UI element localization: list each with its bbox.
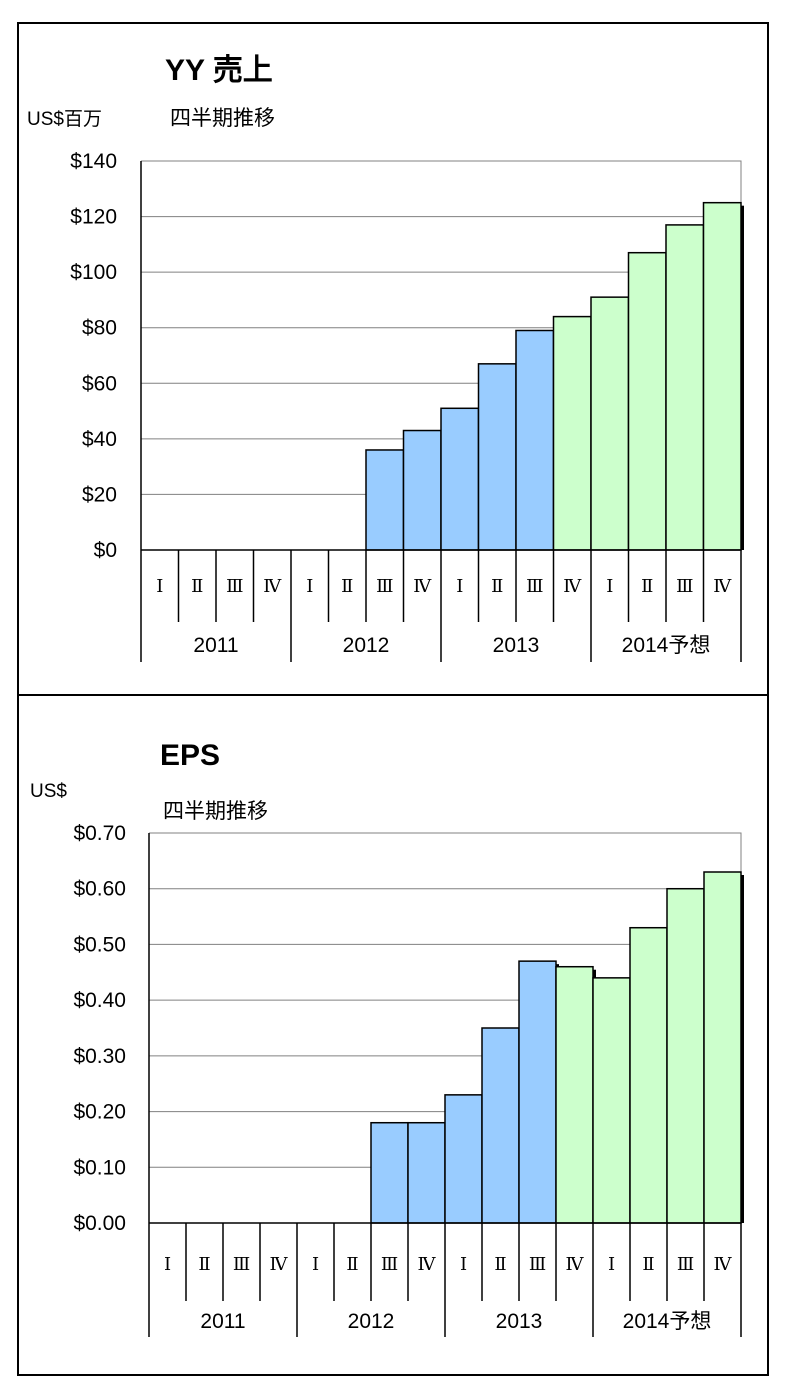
chart1-unit-label: US$百万	[27, 109, 102, 130]
chart1-y-tick-label: $60	[82, 372, 117, 395]
chart1-y-tick-label: $20	[82, 483, 117, 506]
chart2-y-tick-label: $0.40	[73, 989, 126, 1012]
chart2-plot: $0.00 $0.10 $0.20 $0.30 $0.40 $0.50 $0.60 $0.70…	[73, 822, 744, 1337]
chart2-x-tick-label: Ⅲ	[677, 1254, 694, 1274]
chart1-bar	[665, 224, 705, 551]
chart2-unit-label: US$	[30, 781, 67, 802]
chart2-y-tick-label: $0.50	[73, 933, 126, 956]
chart2-y-tick-label: $0.30	[73, 1045, 126, 1068]
chart1-x-tick-label: Ⅰ	[606, 576, 613, 596]
chart1-bar	[515, 329, 555, 551]
chart2-year-label: 2014予想	[623, 1310, 712, 1333]
chart1-x-tick-label: Ⅲ	[376, 576, 393, 596]
chart1-subtitle: 四半期推移	[170, 107, 275, 130]
chart2-x-tick-label: Ⅰ	[460, 1254, 467, 1274]
chart1-y-tick-label: $0	[94, 539, 117, 562]
chart2-x-tick-label: Ⅳ	[418, 1254, 437, 1274]
chart2-bar	[444, 1094, 483, 1224]
chart1-year-label: 2014予想	[622, 634, 711, 657]
chart1-y-tick-label: $40	[82, 428, 117, 451]
chart1-x-tick-label: Ⅳ	[563, 576, 582, 596]
chart2-title: EPS	[160, 739, 220, 772]
chart1-x-tick-label: Ⅱ	[341, 576, 353, 596]
chart2-y-tick-label: $0.00	[73, 1212, 126, 1235]
chart2-bar	[629, 926, 668, 1224]
chart2-bar	[518, 960, 557, 1224]
chart2-x-tick-label: Ⅳ	[566, 1254, 585, 1274]
chart1-year-label: 2013	[493, 634, 540, 657]
chart1-x-tick-label: Ⅱ	[191, 576, 203, 596]
chart2-x-tick-label: Ⅱ	[642, 1254, 654, 1274]
chart1-bar	[627, 251, 667, 551]
chart2-x-tick-label: Ⅳ	[714, 1254, 733, 1274]
chart1-x-tick-label: Ⅲ	[226, 576, 243, 596]
chart2-x-tick-label: Ⅲ	[529, 1254, 546, 1274]
chart2-y-tick-label: $0.10	[73, 1156, 126, 1179]
chart2-x-tick-label: Ⅰ	[164, 1254, 171, 1274]
chart2-bar	[407, 1121, 446, 1224]
chart2-x-tick-label: Ⅱ	[198, 1254, 210, 1274]
chart1-y-tick-label: $120	[70, 206, 117, 229]
chart1-x-tick-label: Ⅲ	[676, 576, 693, 596]
chart2-bar	[555, 965, 594, 1224]
chart2-subtitle: 四半期推移	[163, 800, 268, 823]
chart1-y-tick-label: $80	[82, 317, 117, 340]
chart1-x-tick-label: Ⅰ	[156, 576, 163, 596]
chart1-bar	[365, 449, 405, 551]
chart2-x-tick-label: Ⅱ	[494, 1254, 506, 1274]
chart2-bar	[666, 887, 705, 1224]
chart1-bar	[477, 363, 517, 551]
chart1-bar	[402, 429, 442, 551]
chart2-bar	[592, 977, 631, 1224]
chart2-bar	[481, 1027, 520, 1224]
chart1-year-label: 2012	[343, 634, 390, 657]
chart2-bar	[370, 1121, 409, 1224]
chart1-x-tick-label: Ⅱ	[641, 576, 653, 596]
chart1-x-tick-label: Ⅳ	[713, 576, 732, 596]
chart1-x-tick-label: Ⅰ	[306, 576, 313, 596]
chart1-bar	[590, 296, 630, 551]
chart2-year-label: 2011	[200, 1310, 245, 1333]
chart1-bar	[552, 315, 592, 551]
chart2-x-tick-label: Ⅲ	[233, 1254, 250, 1274]
chart2-bar	[703, 871, 742, 1224]
chart2-y-tick-label: $0.20	[73, 1101, 126, 1124]
chart1-y-tick-label: $100	[70, 261, 117, 284]
chart1-x-tick-label: Ⅳ	[263, 576, 282, 596]
chart1-year-label: 2011	[193, 634, 238, 657]
chart2-x-tick-label: Ⅳ	[270, 1254, 289, 1274]
chart1-bar	[702, 201, 742, 551]
chart1-x-tick-label: Ⅱ	[491, 576, 503, 596]
chart1-y-tick-label: $140	[70, 150, 117, 173]
chart2-x-tick-label: Ⅰ	[312, 1254, 319, 1274]
chart2-y-tick-label: $0.70	[73, 822, 126, 845]
chart1-x-tick-label: Ⅳ	[413, 576, 432, 596]
chart1-x-tick-label: Ⅰ	[456, 576, 463, 596]
chart2-year-label: 2012	[348, 1310, 395, 1333]
chart2-x-tick-label: Ⅰ	[608, 1254, 615, 1274]
chart2-year-label: 2013	[496, 1310, 543, 1333]
chart2-y-tick-label: $0.60	[73, 878, 126, 901]
chart1-x-tick-label: Ⅲ	[526, 576, 543, 596]
chart1-bar	[440, 407, 480, 551]
chart2-x-tick-label: Ⅱ	[346, 1254, 358, 1274]
chart2-x-tick-label: Ⅲ	[381, 1254, 398, 1274]
chart1-title: YY 売上	[165, 54, 273, 87]
